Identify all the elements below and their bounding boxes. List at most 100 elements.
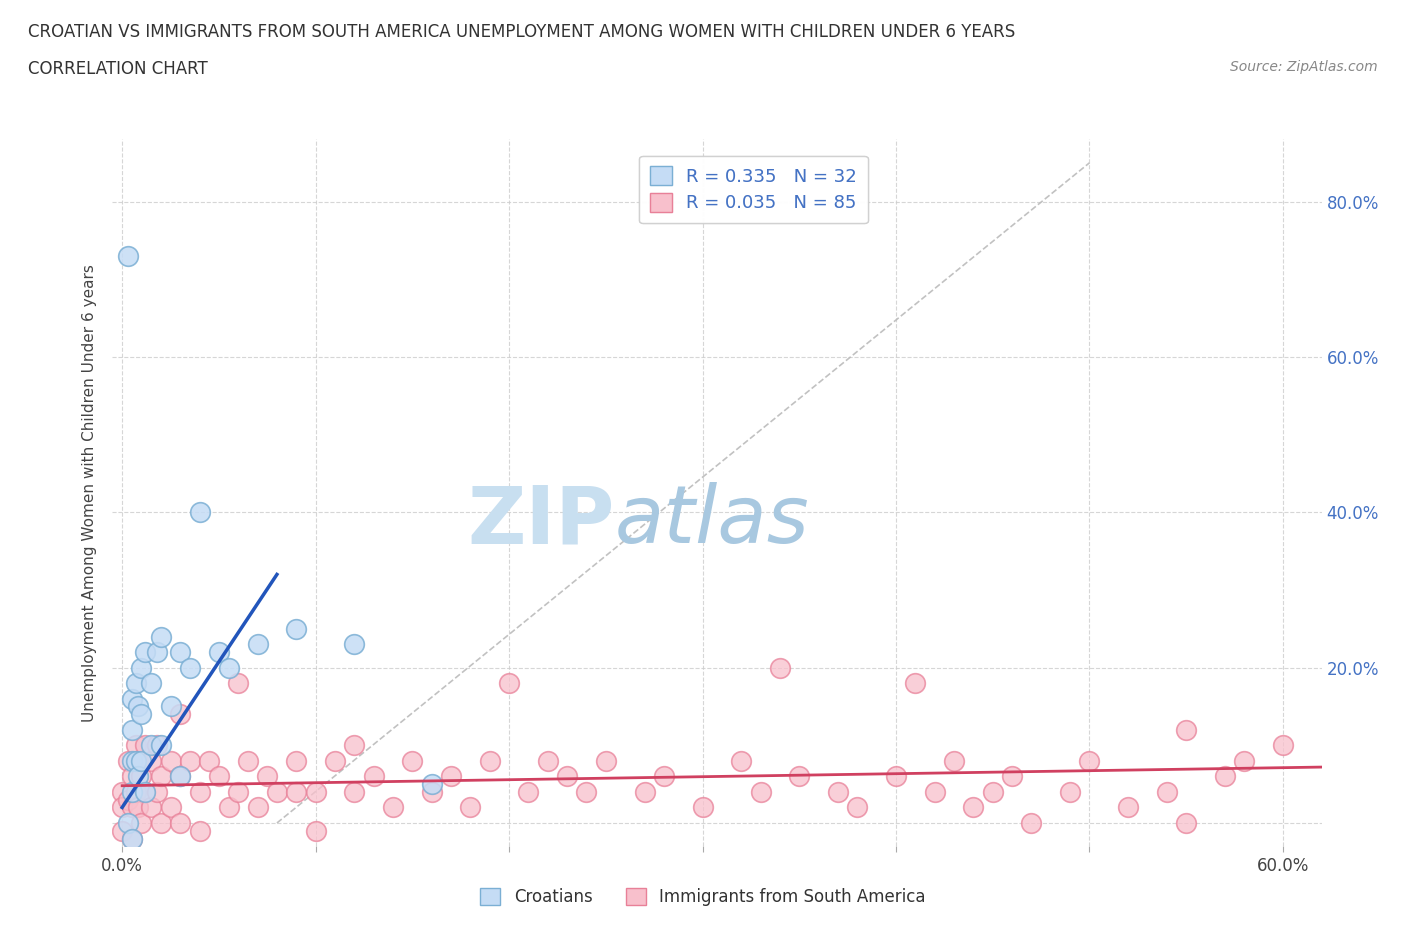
Point [127,800,149,815]
Point [769,660,792,675]
Text: ZIP: ZIP [467,482,614,560]
Point [226,785,249,800]
Point [149,816,172,830]
Point [1175,723,1198,737]
Point [111,785,134,800]
Point [226,676,249,691]
Point [141,800,163,815]
Point [127,769,149,784]
Point [575,785,598,800]
Point [285,621,308,636]
Point [134,785,156,800]
Point [188,823,211,838]
Point [146,785,169,800]
Point [131,707,153,722]
Point [169,816,191,830]
Point [730,753,752,768]
Point [1233,753,1256,768]
Point [121,831,143,846]
Point [884,769,907,784]
Point [218,660,240,675]
Legend: Croatians, Immigrants from South America: Croatians, Immigrants from South America [474,881,932,912]
Point [117,792,139,807]
Point [134,737,156,752]
Point [117,753,139,768]
Text: CROATIAN VS IMMIGRANTS FROM SOUTH AMERICA UNEMPLOYMENT AMONG WOMEN WITH CHILDREN: CROATIAN VS IMMIGRANTS FROM SOUTH AMERIC… [28,23,1015,41]
Point [159,753,181,768]
Point [266,785,288,800]
Point [787,769,810,784]
Point [285,785,308,800]
Point [1271,737,1294,752]
Point [179,753,201,768]
Point [343,737,366,752]
Point [125,785,148,800]
Point [159,800,181,815]
Point [188,505,211,520]
Point [141,753,163,768]
Point [904,676,927,691]
Point [125,737,148,752]
Point [149,630,172,644]
Point [121,753,143,768]
Point [149,737,172,752]
Point [179,660,201,675]
Point [440,769,463,784]
Text: Source: ZipAtlas.com: Source: ZipAtlas.com [1230,60,1378,74]
Point [1116,800,1139,815]
Point [121,769,143,784]
Point [188,785,211,800]
Point [1059,785,1081,800]
Point [460,800,482,815]
Point [1213,769,1236,784]
Point [121,831,143,846]
Point [117,816,139,830]
Point [141,737,163,752]
Point [285,753,308,768]
Point [169,707,191,722]
Y-axis label: Unemployment Among Women with Children Under 6 years: Unemployment Among Women with Children U… [82,264,97,722]
Point [1001,769,1024,784]
Point [125,676,148,691]
Point [246,637,269,652]
Point [125,753,148,768]
Point [981,785,1004,800]
Point [363,769,385,784]
Text: atlas: atlas [614,482,808,560]
Point [256,769,278,784]
Point [749,785,772,800]
Point [134,644,156,659]
Point [149,769,172,784]
Point [131,660,153,675]
Point [218,800,240,815]
Point [246,800,269,815]
Point [169,769,191,784]
Point [652,769,675,784]
Point [382,800,405,815]
Point [208,644,231,659]
Point [827,785,849,800]
Point [236,753,259,768]
Point [692,800,714,815]
Point [633,785,655,800]
Point [117,248,139,263]
Point [141,676,163,691]
Point [127,753,149,768]
Point [121,723,143,737]
Point [304,823,326,838]
Point [537,753,560,768]
Point [169,769,191,784]
Point [343,637,366,652]
Point [943,753,966,768]
Point [498,676,520,691]
Point [146,644,169,659]
Point [131,753,153,768]
Point [962,800,984,815]
Point [134,785,156,800]
Point [1021,816,1043,830]
Point [111,800,134,815]
Point [169,644,191,659]
Point [304,785,326,800]
Point [517,785,540,800]
Point [131,769,153,784]
